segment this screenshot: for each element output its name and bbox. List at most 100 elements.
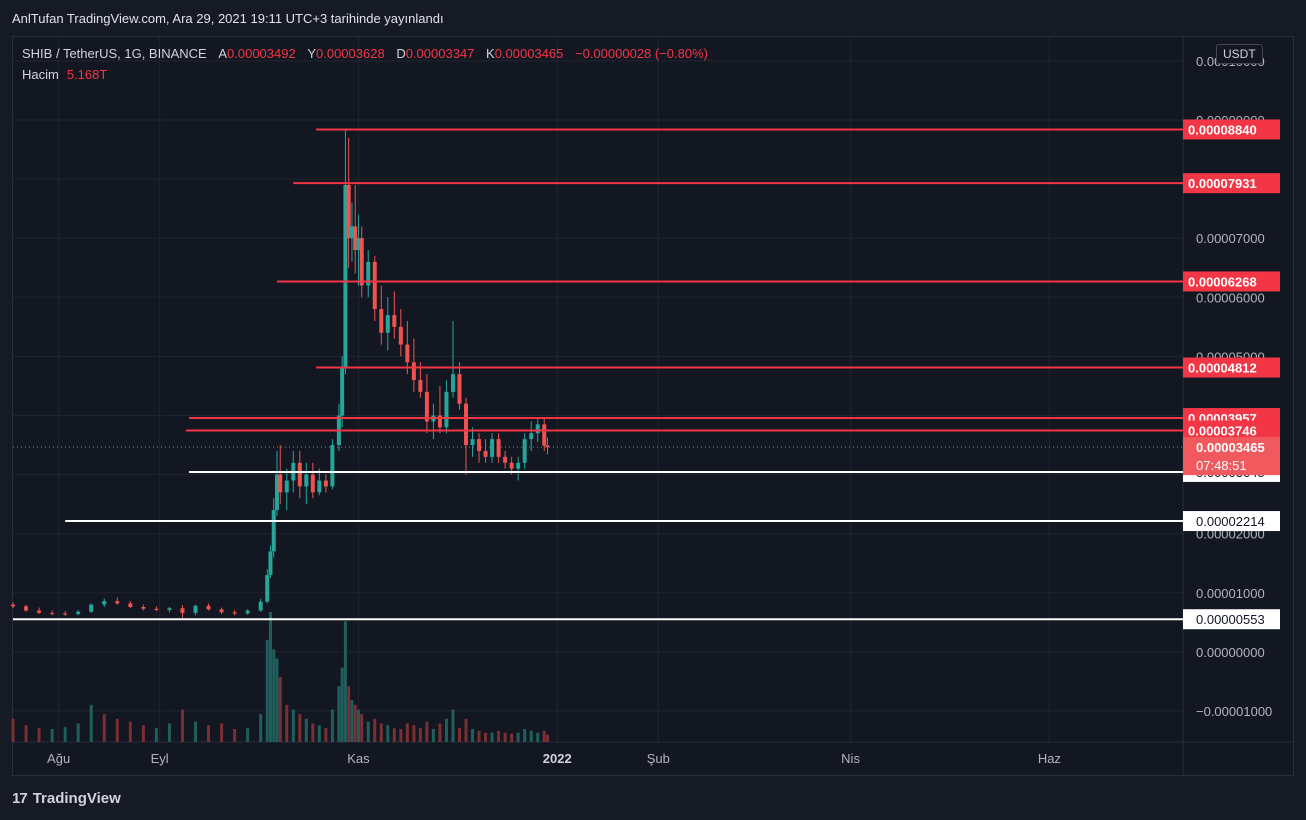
x-tick-label: Ağu [47, 751, 70, 766]
volume-bar [220, 723, 224, 742]
candle-body [490, 439, 495, 457]
candle-body [359, 238, 364, 286]
volume-bar [330, 709, 334, 742]
x-tick-label: Eyl [151, 751, 169, 766]
candle-body [398, 326, 403, 345]
candle-body [245, 610, 250, 614]
volume-bar [536, 732, 540, 742]
volume-bar [360, 714, 364, 742]
volume-bar [304, 718, 308, 742]
volume-key[interactable]: Hacim [22, 67, 59, 82]
volume-bar [102, 714, 106, 742]
high-value: 0.00003628 [316, 46, 385, 61]
volume-bar [405, 723, 409, 742]
close-key: K [486, 46, 495, 61]
candle-body [258, 601, 263, 611]
volume-bar [115, 718, 119, 742]
candle-body [330, 445, 335, 487]
candle-body [89, 604, 94, 612]
volume-legend: Hacim 5.168T [22, 67, 107, 82]
y-tick-label: 0.00007000 [1196, 231, 1265, 246]
candle-body [76, 611, 81, 615]
candle-body [141, 606, 146, 609]
resistance-price-label: 0.00004812 [1188, 361, 1257, 376]
candle-body [418, 380, 423, 392]
volume-bar [545, 734, 549, 742]
volume-bar [141, 725, 145, 742]
candle-body [11, 604, 15, 607]
volume-bar [343, 621, 347, 742]
volume-bar [154, 728, 158, 742]
volume-bar [353, 704, 357, 742]
volume-bar [350, 700, 354, 742]
candle-body [509, 462, 514, 469]
brand-name: TradingView [32, 790, 121, 807]
resistance-price-label: 0.00003746 [1188, 424, 1257, 439]
volume-bar [311, 723, 315, 742]
candle-body [37, 610, 42, 613]
support-price-tag [1183, 609, 1280, 630]
close-value: 0.00003465 [494, 46, 564, 61]
x-tick-label: 2022 [543, 751, 572, 766]
volume-bar [477, 730, 481, 742]
volume-value: 5.168T [66, 67, 108, 82]
candle-body [411, 362, 416, 381]
candle-body [405, 344, 410, 363]
volume-bar [510, 733, 514, 742]
candle-body [450, 374, 455, 392]
candle-body [24, 606, 29, 611]
resistance-price-tag [1183, 119, 1280, 140]
candle-body [444, 391, 449, 428]
volume-bar [425, 721, 429, 742]
symbol-name[interactable]: SHIB / TetherUS, 1G, BINANCE [22, 46, 207, 61]
candle-body [206, 605, 211, 610]
support-price-tag [1183, 511, 1280, 532]
candle-body [516, 462, 521, 469]
candle-body [464, 403, 469, 446]
chart-frame[interactable] [12, 36, 1294, 776]
candle-body [379, 309, 384, 333]
candle-body [349, 226, 354, 239]
volume-bar [259, 714, 263, 742]
volume-bar [457, 728, 461, 742]
volume-bar [399, 729, 403, 742]
volume-bar [194, 721, 198, 742]
resistance-price-tag [1183, 173, 1280, 194]
volume-bar [356, 709, 360, 742]
candle-body [268, 551, 273, 576]
currency-badge[interactable]: USDT [1216, 44, 1263, 64]
volume-bar [484, 732, 488, 742]
y-tick-label: −0.00001000 [1196, 704, 1272, 719]
volume-bar [431, 729, 435, 742]
candle-body [477, 439, 482, 451]
candle-body [310, 474, 315, 493]
low-value: 0.00003347 [405, 46, 475, 61]
last-price-label: 0.00003465 [1196, 440, 1265, 455]
last-price-tag [1183, 437, 1280, 476]
volume-bar [37, 728, 41, 742]
volume-bar [50, 729, 54, 742]
candle-body [503, 456, 508, 463]
candle-body [219, 609, 224, 613]
tradingview-logo[interactable]: 17 TradingView [12, 790, 121, 807]
change-value: −0.00000028 (−0.80%) [575, 46, 708, 61]
volume-bar [418, 728, 422, 742]
candle-body [356, 238, 361, 251]
resistance-price-label: 0.00008840 [1188, 122, 1257, 137]
volume-bar [11, 718, 15, 742]
volume-bar [464, 718, 468, 742]
candle-body [284, 480, 289, 493]
volume-bar [366, 721, 370, 742]
y-tick-label: 0.00006000 [1196, 290, 1265, 305]
candle-body [392, 315, 397, 327]
y-tick-label: 0.00000000 [1196, 645, 1265, 660]
candle-body [63, 613, 68, 615]
volume-bar [278, 677, 282, 742]
volume-bar [63, 727, 67, 742]
candle-body [304, 474, 309, 487]
candle-body [542, 424, 547, 446]
x-tick-label: Şub [647, 751, 670, 766]
candle-body [424, 391, 429, 422]
volume-bar [516, 732, 520, 742]
